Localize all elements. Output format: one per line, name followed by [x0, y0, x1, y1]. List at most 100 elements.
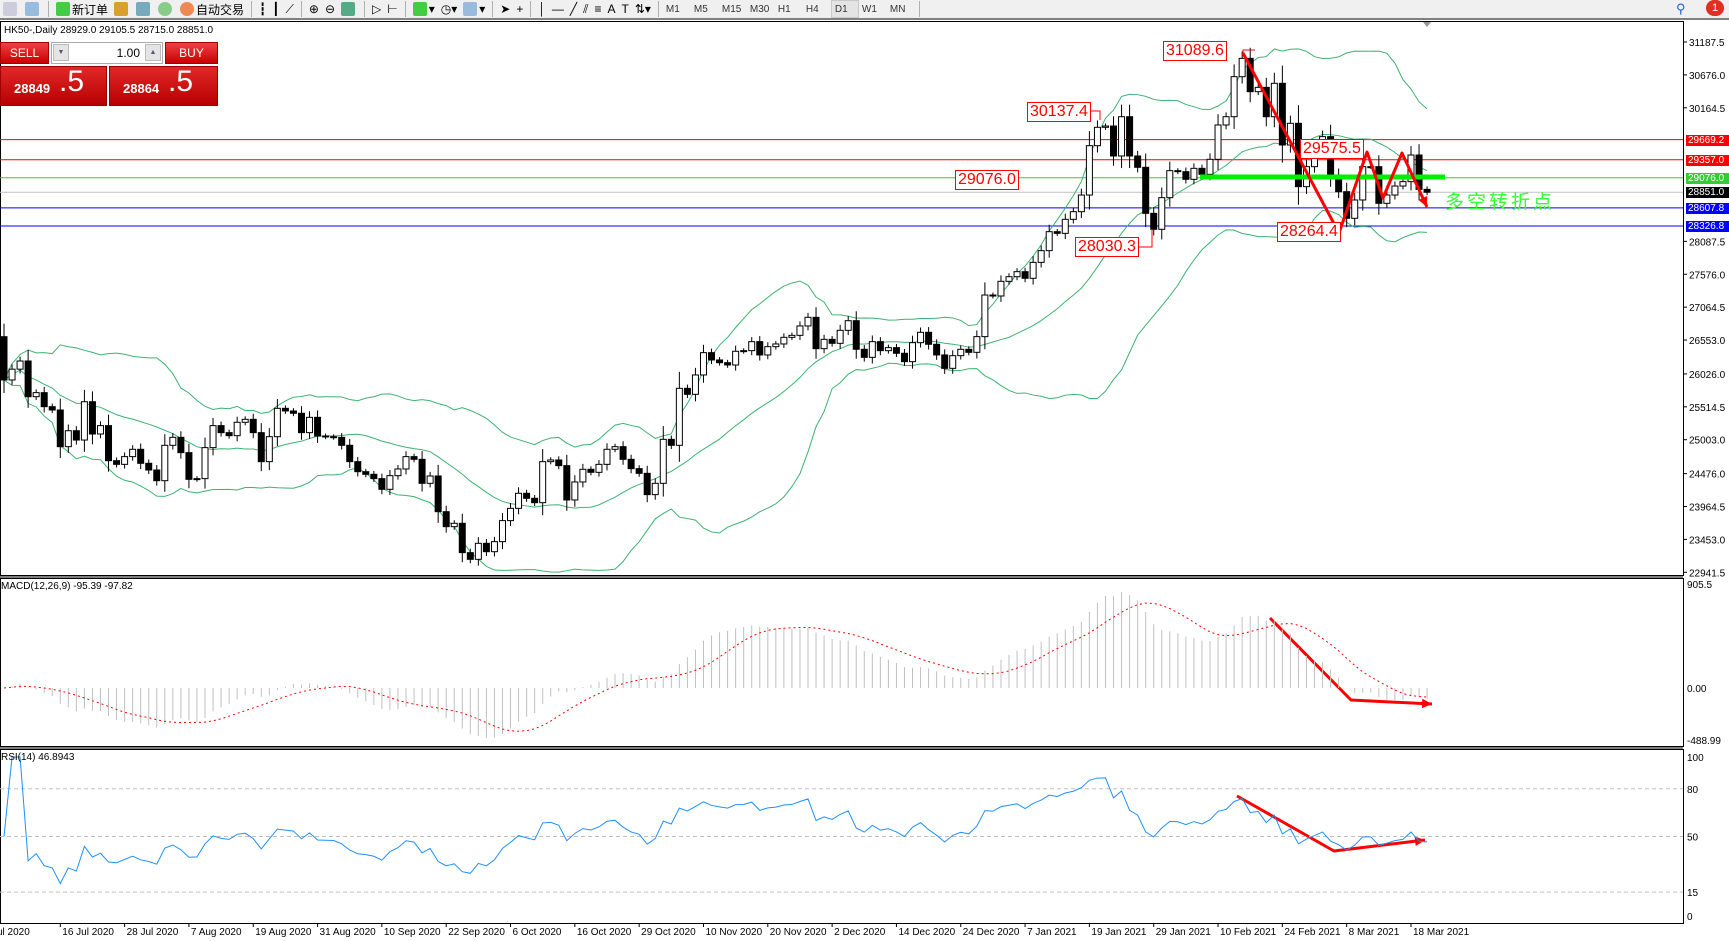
candle-bull	[265, 436, 273, 463]
auto-scroll-icon[interactable]: ▷	[372, 2, 382, 16]
candle-bear	[0, 336, 8, 381]
navigator-icon[interactable]	[133, 0, 155, 18]
price-axis-label: 31187.5	[1689, 38, 1725, 49]
periods-icon[interactable]: ◷▾	[440, 2, 458, 16]
zoom-out-icon[interactable]: ⊖	[324, 2, 336, 16]
candle-bear	[482, 542, 490, 553]
market-watch-icon[interactable]	[111, 0, 133, 18]
auto-trade-button[interactable]: 自动交易	[177, 0, 247, 18]
candle-bear	[466, 552, 474, 560]
date-axis-label: 29 Oct 2020	[641, 927, 696, 938]
signals-icon[interactable]	[155, 0, 177, 18]
candle-bear	[48, 406, 56, 411]
lot-increase-button[interactable]: ▲	[145, 44, 161, 61]
annotation-low[interactable]: 28030.3	[1075, 237, 1139, 257]
timeframe-d1[interactable]: D1	[830, 0, 859, 18]
candle-bear	[289, 410, 297, 414]
candle-bear	[860, 348, 868, 358]
rsi-line	[3, 756, 1428, 885]
candle-bear	[828, 338, 836, 344]
price-tag: 28607.8	[1686, 202, 1729, 214]
line-chart-icon[interactable]: ⟋	[285, 1, 294, 16]
new-order-button[interactable]: 新订单	[53, 0, 111, 18]
zoom-in-icon[interactable]: ⊕	[308, 2, 319, 16]
equidistant-channel-icon[interactable]: ⫽	[583, 1, 589, 16]
menu-icon[interactable]	[0, 0, 22, 18]
candle-bull	[651, 482, 659, 496]
trendline-icon[interactable]: ╱	[569, 2, 578, 16]
annotation-rebound-high[interactable]: 29575.5	[1300, 139, 1364, 159]
candle-bull	[595, 463, 603, 473]
annotation-recent-low[interactable]: 28264.4	[1277, 222, 1341, 242]
candle-bear	[1174, 170, 1182, 173]
candle-bear	[892, 347, 900, 354]
candle-bear	[410, 456, 418, 460]
text-icon[interactable]: A	[607, 2, 616, 16]
text-label-icon[interactable]: T	[621, 2, 629, 16]
price-axis-label: 28087.5	[1689, 237, 1726, 248]
candle-bear	[933, 343, 941, 356]
indicators-icon[interactable]: ▾	[410, 0, 438, 18]
candle-bear	[56, 409, 64, 448]
vertical-line-icon[interactable]: │	[538, 2, 546, 16]
candle-bull	[1270, 82, 1278, 118]
candlestick-icon[interactable]: ┃	[272, 2, 280, 16]
timeframe-m5[interactable]: M5	[693, 3, 708, 15]
zoom-window-icon[interactable]	[22, 0, 44, 18]
candle-bull	[1351, 199, 1359, 219]
timeframe-m30[interactable]: M30	[749, 3, 770, 15]
lot-size-input[interactable]: 1.00	[51, 42, 163, 64]
timeframe-m1[interactable]: M1	[665, 3, 680, 15]
candle-bull	[603, 448, 611, 465]
timeframe-h1[interactable]: H1	[777, 3, 791, 15]
timeframe-w1[interactable]: W1	[861, 3, 877, 15]
candle-bear	[113, 460, 121, 465]
fibonacci-icon[interactable]: ≡	[594, 2, 602, 16]
annotation-pivot[interactable]: 29076.0	[955, 170, 1019, 190]
price-axis-label: 25514.5	[1689, 403, 1726, 414]
date-axis-label: 10 Nov 2020	[705, 927, 762, 938]
new-order-icon	[56, 2, 70, 16]
candle-bear	[635, 468, 643, 474]
buy-price-button[interactable]: 28864 .5	[109, 65, 218, 106]
timeframe-mn[interactable]: MN	[889, 3, 906, 15]
rsi-label: RSI(14) 46.8943	[1, 752, 75, 763]
candle-bear	[72, 430, 80, 441]
candle-bear	[1423, 188, 1431, 193]
candle-bear	[249, 418, 257, 434]
price-axis-label: 26553.0	[1689, 336, 1726, 347]
candle-bull	[1013, 271, 1021, 278]
chart-shift-icon[interactable]: ⊢	[387, 2, 398, 16]
candle-bull	[490, 541, 498, 553]
tile-windows-icon[interactable]	[338, 0, 360, 18]
bar-chart-icon[interactable]: ┇	[259, 2, 267, 16]
candle-bull	[498, 520, 506, 543]
sell-button[interactable]: SELL	[0, 42, 49, 64]
lot-decrease-button[interactable]: ▼	[53, 44, 69, 61]
horizontal-line-icon[interactable]: —	[551, 2, 564, 16]
candle-bull	[1101, 125, 1109, 128]
crosshair-icon[interactable]: +	[516, 2, 524, 16]
pivot-text: 多空转折点	[1445, 191, 1556, 213]
candle-bear	[627, 458, 635, 470]
arrows-icon[interactable]: ⇅▾	[634, 2, 651, 16]
timeframe-h4[interactable]: H4	[805, 3, 819, 15]
candle-bear	[708, 352, 716, 361]
search-icon[interactable]: ⚲	[1676, 1, 1686, 16]
buy-button[interactable]: BUY	[165, 42, 218, 64]
sell-price-button[interactable]: 28849 .5	[0, 65, 107, 106]
annotation-high[interactable]: 31089.6	[1163, 41, 1227, 61]
candle-bear	[756, 341, 764, 356]
cursor-icon[interactable]: ➤	[500, 2, 511, 16]
candle-bull	[306, 416, 314, 434]
notification-badge[interactable]: 1	[1706, 0, 1724, 16]
candle-bear	[322, 435, 330, 438]
annotation-prior-high[interactable]: 30137.4	[1027, 102, 1091, 122]
templates-icon[interactable]: ▾	[460, 0, 488, 18]
candle-bull	[949, 355, 957, 369]
candle-bull	[780, 336, 788, 345]
price-tag: 28851.0	[1686, 187, 1729, 199]
timeframe-m15[interactable]: M15	[721, 3, 742, 15]
candle-bull	[675, 387, 683, 446]
